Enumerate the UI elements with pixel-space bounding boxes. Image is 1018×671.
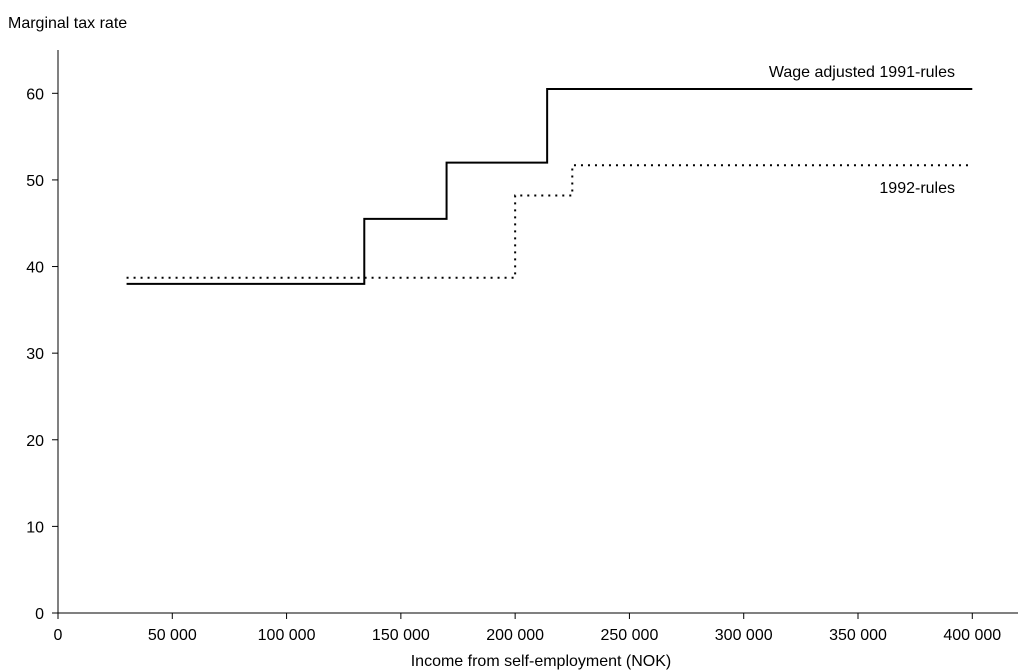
- x-tick-label: 350 000: [829, 627, 887, 644]
- x-tick-label: 0: [54, 627, 63, 644]
- x-tick-label: 50 000: [148, 627, 197, 644]
- x-tick-label: 150 000: [372, 627, 430, 644]
- series-line-1991-rules: [126, 87, 973, 285]
- y-tick-label: 20: [26, 433, 44, 450]
- y-tick-label: 10: [26, 519, 44, 536]
- y-tick-label: 60: [26, 86, 44, 103]
- y-tick-label: 30: [26, 346, 44, 363]
- series-lines: [126, 87, 973, 285]
- x-tick-label: 100 000: [258, 627, 316, 644]
- y-tick-label: 40: [26, 260, 44, 277]
- x-tick-label: 400 000: [943, 627, 1001, 644]
- x-axis-title: Income from self-employment (NOK): [411, 653, 672, 670]
- y-tick-label: 50: [26, 173, 44, 190]
- y-tick-label: 0: [35, 606, 44, 623]
- x-ticks: 0 50 000 100 000 150 000 200 000 250 000 300 0…: [54, 613, 1001, 644]
- y-axis-title: Marginal tax rate: [8, 15, 127, 32]
- series-label-1991: Wage adjusted 1991-rules: [769, 64, 955, 81]
- x-tick-label: 300 000: [715, 627, 773, 644]
- x-tick-label: 250 000: [601, 627, 659, 644]
- x-tick-label: 200 000: [486, 627, 544, 644]
- series-line-1992-rules: [126, 164, 973, 279]
- y-ticks: 0 10 20 30 40 50 60: [26, 86, 58, 623]
- series-label-1992: 1992-rules: [879, 180, 955, 197]
